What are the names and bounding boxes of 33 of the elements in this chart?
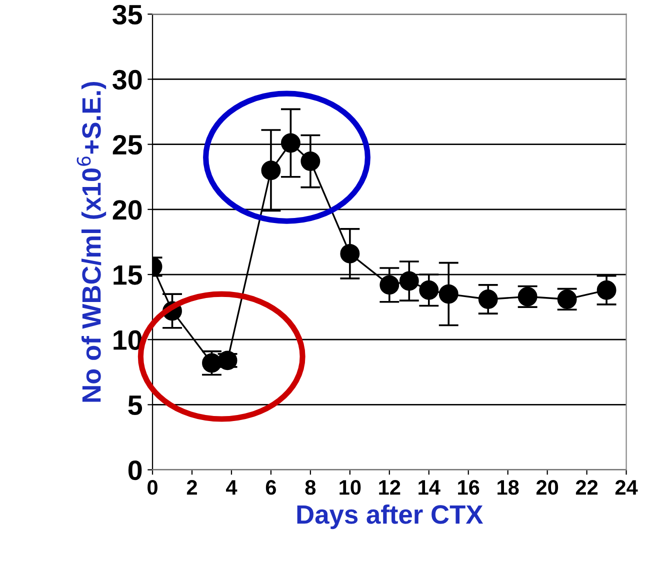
point [478, 290, 498, 309]
x-tick-label: 18 [498, 480, 519, 495]
x-tick-label: 4 [226, 480, 238, 495]
x-tick-label: 24 [615, 480, 638, 495]
y-tick-label: 15 [114, 265, 142, 285]
y-tick-label: 0 [128, 460, 142, 480]
x-tick-label: 10 [340, 480, 361, 495]
x-axis-title: Days after CTX [297, 504, 484, 530]
point [419, 280, 439, 300]
y-tick-label: 10 [114, 330, 142, 350]
x-tick-label: 20 [536, 480, 558, 495]
x-tick-label: 16 [458, 480, 480, 495]
point [596, 280, 616, 300]
x-tick-label: 14 [418, 480, 440, 495]
y-tick-label: 5 [128, 396, 142, 416]
y-tick-label: 20 [112, 200, 142, 220]
x-tick-label: 8 [305, 480, 316, 495]
point [438, 284, 458, 304]
x-tick-label: 0 [148, 480, 158, 495]
x-tick-label: 2 [186, 480, 197, 495]
x-tick-label: 12 [379, 480, 400, 495]
point [300, 152, 320, 171]
y-axis-title: No of WBC/ml (x10$^{6}$+S.E.) [76, 82, 106, 402]
point [399, 271, 419, 291]
x-tick-label: 22 [576, 480, 598, 495]
y-tick-label: 35 [112, 4, 142, 25]
y-tick-label: 25 [112, 135, 142, 155]
point [261, 160, 281, 180]
y-tick-label: 30 [112, 70, 142, 90]
point [340, 244, 360, 264]
point [280, 133, 300, 153]
point [380, 275, 400, 295]
x-tick-label: 6 [266, 480, 276, 495]
